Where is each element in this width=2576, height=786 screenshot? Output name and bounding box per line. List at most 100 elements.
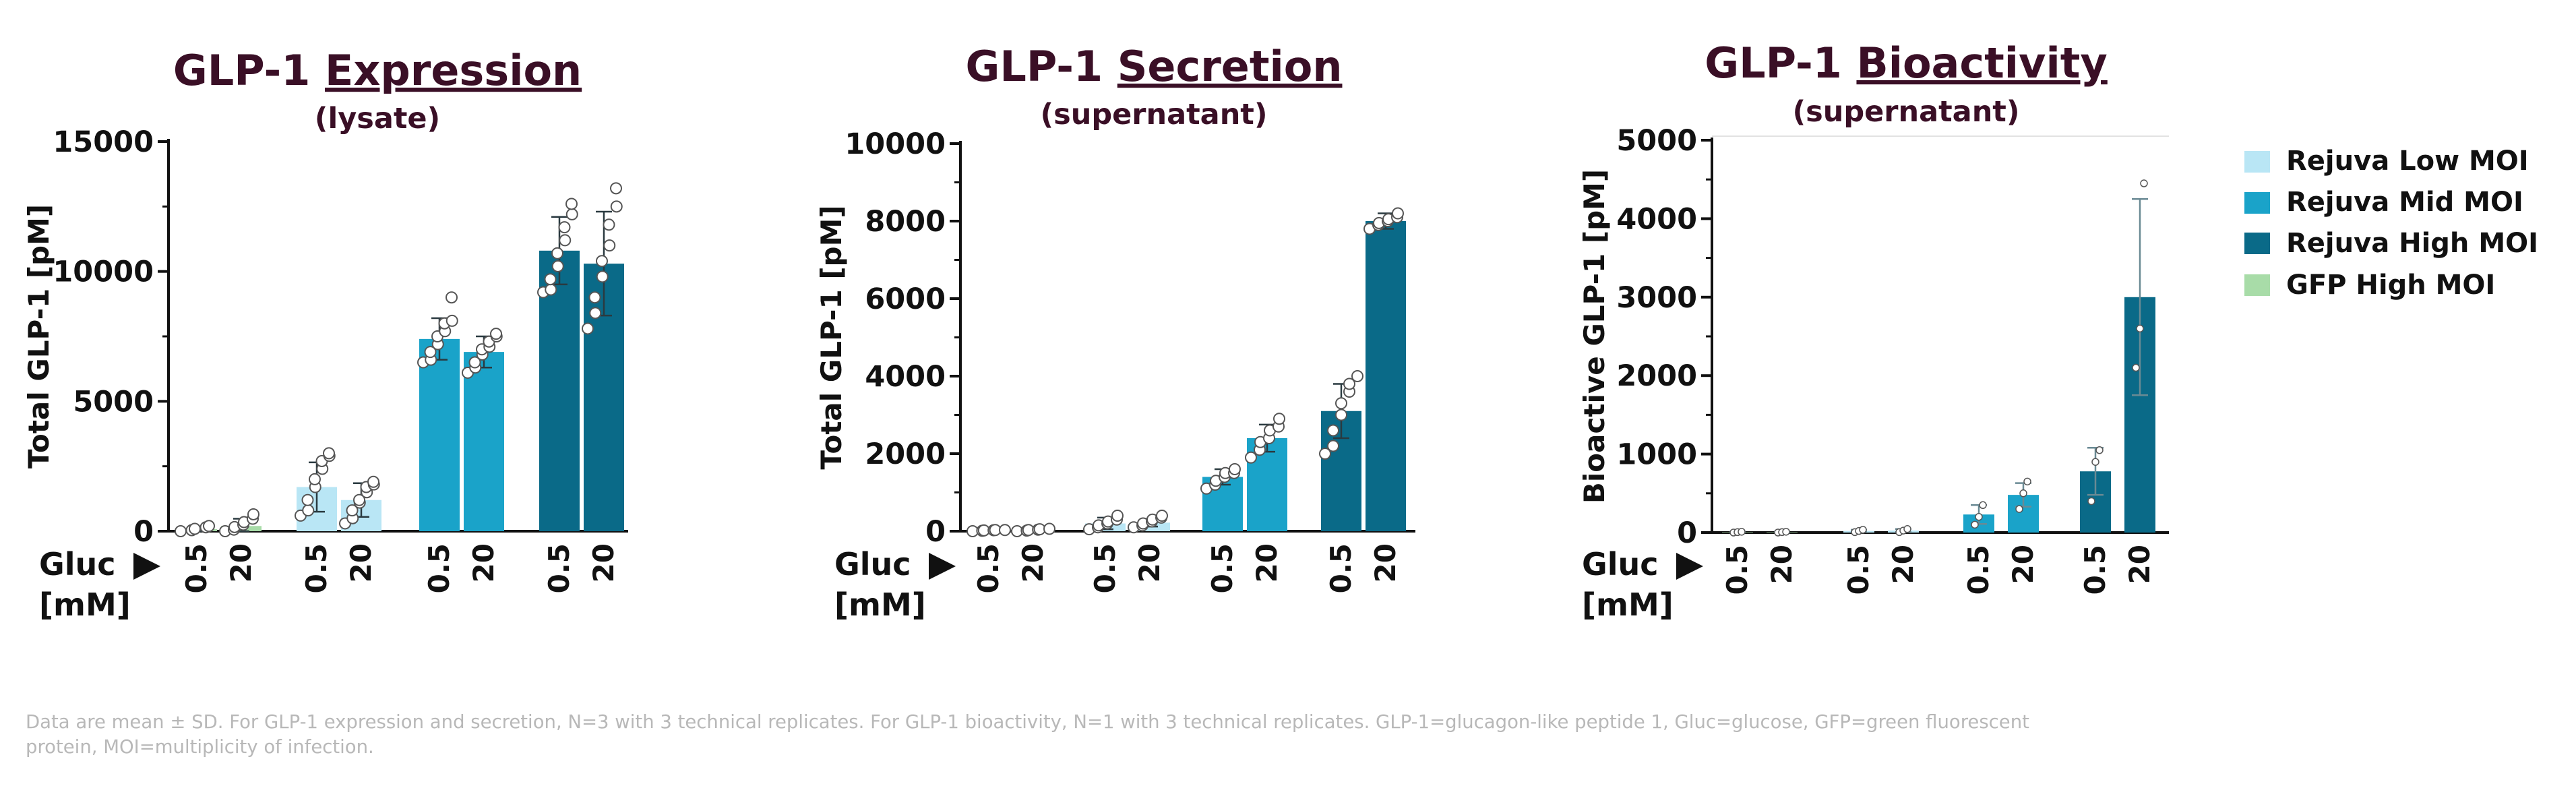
x-tick-label: 20 xyxy=(2123,545,2156,584)
x-tick-label: 0.5 xyxy=(300,543,333,593)
bar-group-rejuva-low-moi: 0.5 20 xyxy=(295,447,381,593)
chart-panel-1: GLP-1 Expression (lysate) Total GLP-1 [pM]… xyxy=(22,46,628,623)
chart-subtitle: (supernatant) xyxy=(1792,95,2019,129)
legend-swatch-gfp-high xyxy=(2244,274,2270,296)
legend-label-rejuva-low: Rejuva Low MOI xyxy=(2286,146,2529,177)
x-tick-label: 20 xyxy=(1887,545,1920,584)
data-point xyxy=(302,504,315,517)
x-tick-label: 0.5 xyxy=(972,543,1005,593)
x-tick-label: 20 xyxy=(224,543,257,582)
data-point xyxy=(367,475,379,488)
bar-group-rejuva-high-moi: 0.5 20 xyxy=(537,182,624,593)
bar-group-rejuva-mid-moi: 0.5 20 xyxy=(1200,413,1287,593)
x-tick-label: 0.5 xyxy=(2079,545,2112,595)
data-point xyxy=(490,328,502,340)
bar-group-rejuva-mid-moi: 0.5 20 xyxy=(417,291,504,593)
data-point xyxy=(1343,377,1355,390)
y-tick-label: 1000 xyxy=(1616,438,1697,472)
data-point xyxy=(1327,440,1339,452)
data-point xyxy=(424,346,437,359)
data-point xyxy=(1043,522,1055,535)
gluc-unit: [mM] xyxy=(39,586,131,623)
x-tick-label: 20 xyxy=(1016,543,1049,582)
chart-panel-3: GLP-1 Bioactivity (supernatant) Bioactive … xyxy=(1578,38,2169,623)
data-point xyxy=(1903,525,1911,533)
data-point xyxy=(603,218,615,231)
data-point xyxy=(1392,207,1404,220)
bar-group-rejuva-high-moi: 0.5 20 xyxy=(2079,179,2156,595)
y-tick-label: 5000 xyxy=(1616,124,1697,158)
gluc-label: Gluc xyxy=(834,546,911,582)
x-tick-label: 0.5 xyxy=(1721,545,1754,595)
chart-title: GLP-1 Expression xyxy=(173,46,582,95)
data-point xyxy=(301,493,314,506)
legend-item-rejuva-low: Rejuva Low MOI xyxy=(2244,146,2529,177)
bar-group-gfp-high-moi: 0.5 20 xyxy=(967,522,1055,593)
data-point xyxy=(2023,477,2031,486)
chart-title: GLP-1 Secretion xyxy=(966,42,1343,91)
gluc-unit: [mM] xyxy=(834,586,926,623)
legend-swatch-rejuva-mid xyxy=(2244,192,2270,214)
bar-rejuva-mid-moi-0-5 xyxy=(419,338,460,531)
data-point xyxy=(558,221,571,234)
data-point xyxy=(603,239,616,252)
data-point xyxy=(2132,363,2140,372)
x-tick-label: 0.5 xyxy=(1962,545,1995,595)
data-point xyxy=(1975,512,1983,521)
gluc-axis-label: Gluc [mM] xyxy=(834,546,956,623)
data-point xyxy=(1229,463,1241,475)
data-point xyxy=(1327,424,1339,437)
x-tick-label: 20 xyxy=(344,543,377,582)
x-tick-label: 20 xyxy=(2006,545,2040,584)
legend-label-rejuva-mid: Rejuva Mid MOI xyxy=(2286,187,2523,218)
bar-group-rejuva-low-moi: 0.5 20 xyxy=(1083,510,1170,593)
bar-group-rejuva-high-moi: 0.5 20 xyxy=(1319,207,1406,593)
x-tick-label: 20 xyxy=(587,543,620,582)
data-point xyxy=(1273,413,1285,425)
data-point xyxy=(551,247,563,260)
data-point xyxy=(1335,397,1347,410)
data-point xyxy=(551,260,564,272)
legend-item-rejuva-mid: Rejuva Mid MOI xyxy=(2244,187,2523,218)
x-tick-label: 20 xyxy=(1765,545,1798,584)
data-point xyxy=(596,255,608,268)
legend-swatch-rejuva-low xyxy=(2244,151,2270,173)
x-tick-label: 0.5 xyxy=(1206,543,1239,593)
data-point xyxy=(1156,510,1168,522)
data-point xyxy=(582,322,594,335)
legend-item-gfp-high: GFP High MOI xyxy=(2244,270,2495,301)
data-point xyxy=(589,307,602,320)
x-tick-label: 20 xyxy=(1133,543,1166,582)
data-point xyxy=(446,291,458,304)
y-tick-label: 4000 xyxy=(865,360,946,394)
chart-subtitle: (lysate) xyxy=(315,102,440,135)
data-point xyxy=(565,198,578,210)
y-tick-label: 10000 xyxy=(845,127,946,161)
data-point xyxy=(1782,528,1790,536)
data-point xyxy=(999,524,1011,537)
y-axis-label: Total GLP-1 [pM] xyxy=(22,204,55,468)
chart-title: GLP-1 Bioactivity xyxy=(1705,38,2108,88)
data-point xyxy=(2019,489,2027,497)
y-tick-label: 0 xyxy=(925,515,946,549)
bar-group-rejuva-low-moi: 0.5 20 xyxy=(1842,525,1920,595)
x-tick-label: 20 xyxy=(467,543,500,582)
gluc-axis-label: Gluc [mM] xyxy=(39,546,160,623)
y-tick-label: 5000 xyxy=(73,385,154,419)
bar-group-gfp-high-moi: 0.5 20 xyxy=(175,508,262,593)
data-point xyxy=(247,508,259,520)
data-point xyxy=(1245,451,1257,464)
y-axis-label: Bioactive GLP-1 [pM] xyxy=(1578,169,1611,504)
data-point xyxy=(2087,497,2095,506)
data-point xyxy=(1111,510,1124,522)
data-point xyxy=(610,182,622,195)
x-tick-label: 0.5 xyxy=(423,543,456,593)
data-point xyxy=(2091,458,2099,466)
x-tick-label: 0.5 xyxy=(1088,543,1122,593)
play-arrow-icon xyxy=(929,553,956,580)
bar-group-rejuva-mid-moi: 0.5 20 xyxy=(1962,477,2040,595)
data-point xyxy=(346,504,359,517)
legend-swatch-rejuva-high xyxy=(2244,233,2270,254)
gluc-unit: [mM] xyxy=(1582,586,1674,623)
data-point xyxy=(545,283,557,296)
